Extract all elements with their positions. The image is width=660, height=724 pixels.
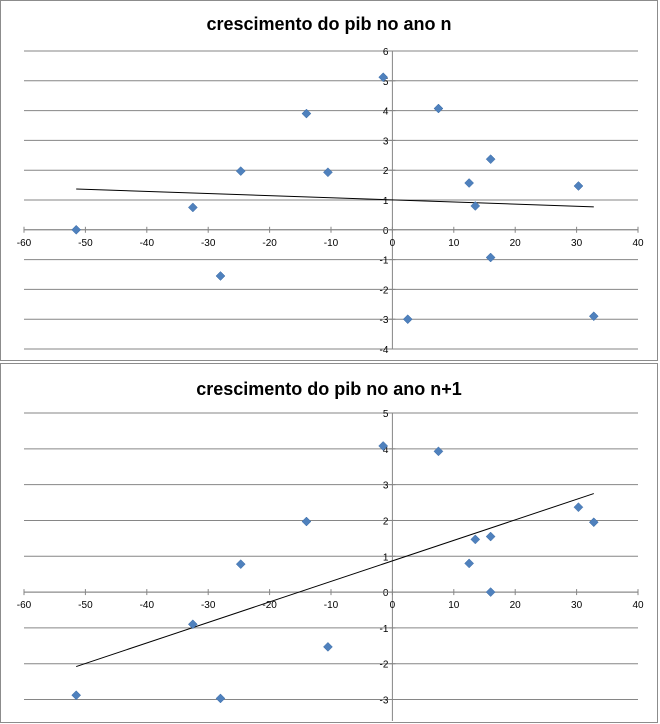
y-tick-label: 1 <box>383 196 389 207</box>
data-point <box>215 271 226 281</box>
data-point <box>301 516 312 527</box>
x-tick-label: -40 <box>140 600 155 611</box>
data-point <box>402 314 413 325</box>
data-point <box>485 587 496 597</box>
y-tick-label: 4 <box>383 445 389 456</box>
x-tick-label: 30 <box>571 238 583 249</box>
y-tick-label: -2 <box>379 660 388 671</box>
y-tick-label: -2 <box>379 285 388 296</box>
data-point <box>470 201 481 211</box>
data-point <box>573 502 584 513</box>
data-point <box>470 534 481 545</box>
y-tick-label: 3 <box>383 481 389 492</box>
x-tick-label: 40 <box>632 238 644 249</box>
data-point <box>323 167 333 178</box>
y-tick-label: 3 <box>383 136 389 147</box>
data-point <box>573 181 584 191</box>
y-tick-label: -4 <box>379 345 388 356</box>
data-point <box>485 252 496 263</box>
chart-panel-n-plus-1: crescimento do pib no ano n+1 5 4 3 2 1 0 -1 -2… <box>0 363 658 723</box>
trendline <box>76 188 594 208</box>
chart-title: crescimento do pib no ano n <box>206 14 452 34</box>
data-point <box>187 202 198 213</box>
x-tick-label: 0 <box>390 238 396 249</box>
data-point <box>378 72 389 83</box>
data-point <box>588 517 599 528</box>
x-tick-label: -10 <box>324 600 339 611</box>
y-tick-label: 5 <box>383 77 389 88</box>
x-tick-label: -60 <box>17 600 32 611</box>
y-tick-label: 0 <box>383 226 389 237</box>
data-point <box>433 446 444 457</box>
x-tick-label: -20 <box>262 238 277 249</box>
data-point <box>215 693 226 704</box>
data-point <box>485 531 496 542</box>
data-point <box>378 441 389 451</box>
x-tick-label: -40 <box>140 238 155 249</box>
data-point <box>588 311 599 322</box>
y-tick-label: 4 <box>383 107 389 118</box>
x-tick-label: 10 <box>448 238 460 249</box>
x-tick-label: -30 <box>201 238 216 249</box>
data-point <box>433 103 444 114</box>
data-point <box>71 690 82 701</box>
x-tick-label: -50 <box>78 238 93 249</box>
x-tick-label: -50 <box>78 600 93 611</box>
x-tick-label: 0 <box>390 600 396 611</box>
data-point <box>464 558 475 569</box>
y-tick-label: 1 <box>383 552 389 563</box>
y-tick-label: -1 <box>379 624 388 635</box>
x-tick-label: 20 <box>510 238 522 249</box>
data-point <box>235 166 246 176</box>
x-tick-label: -60 <box>17 238 32 249</box>
x-tick-label: -20 <box>262 600 277 611</box>
y-tick-label: 2 <box>383 166 389 177</box>
x-tick-label: 40 <box>632 600 644 611</box>
x-tick-label: 10 <box>448 600 460 611</box>
chart-title: crescimento do pib no ano n+1 <box>196 379 462 399</box>
y-tick-label: 5 <box>383 409 389 420</box>
x-tick-label: -30 <box>201 600 216 611</box>
data-point <box>485 154 496 165</box>
y-tick-label: 0 <box>383 588 389 599</box>
x-tick-label: 20 <box>510 600 522 611</box>
trendline <box>76 493 594 668</box>
y-tick-label: 2 <box>383 516 389 527</box>
data-point <box>323 642 333 652</box>
y-tick-label: -3 <box>379 315 388 326</box>
data-point <box>301 108 312 119</box>
y-tick-label: -1 <box>379 256 388 267</box>
data-point <box>187 619 198 630</box>
data-point <box>71 224 82 235</box>
y-tick-label: 6 <box>383 47 389 58</box>
y-tick-label: -3 <box>379 696 388 707</box>
data-point <box>235 559 246 569</box>
data-point <box>464 178 475 188</box>
chart-panel-n: crescimento do pib no ano n 6 5 4 3 2 1 0 -1 -2-… <box>0 0 658 361</box>
x-tick-label: -10 <box>324 238 339 249</box>
x-tick-label: 30 <box>571 600 583 611</box>
